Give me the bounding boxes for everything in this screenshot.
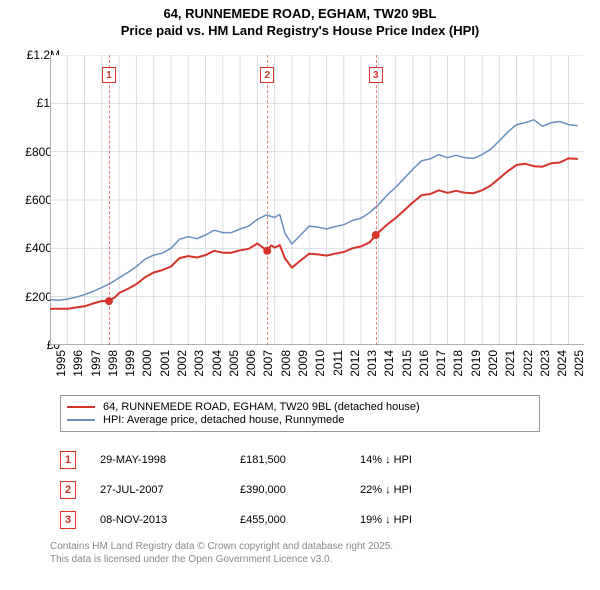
sales-row: 3 08-NOV-2013£455,00019% ↓ HPI xyxy=(60,505,550,535)
sales-row-date: 29-MAY-1998 xyxy=(100,454,240,466)
x-tick-label: 2021 xyxy=(503,350,517,377)
x-tick-label: 1997 xyxy=(89,350,103,377)
title-line-1: 64, RUNNEMEDE ROAD, EGHAM, TW20 9BL xyxy=(0,6,600,21)
legend-row: 64, RUNNEMEDE ROAD, EGHAM, TW20 9BL (det… xyxy=(67,401,533,413)
sale-marker-line xyxy=(376,55,377,345)
legend-swatch xyxy=(67,419,95,421)
footer-line-1: Contains HM Land Registry data © Crown c… xyxy=(50,540,550,553)
x-tick-label: 2001 xyxy=(158,350,172,377)
legend: 64, RUNNEMEDE ROAD, EGHAM, TW20 9BL (det… xyxy=(60,395,540,432)
sale-marker-badge: 2 xyxy=(260,67,274,83)
sales-row-delta: 14% ↓ HPI xyxy=(360,454,500,466)
sale-marker-badge: 1 xyxy=(102,67,116,83)
x-tick-label: 2002 xyxy=(175,350,189,377)
x-tick-label: 2006 xyxy=(244,350,258,377)
x-tick-label: 2016 xyxy=(417,350,431,377)
x-tick-label: 1995 xyxy=(54,350,68,377)
sale-marker-line xyxy=(109,55,110,345)
sales-row: 1 29-MAY-1998£181,50014% ↓ HPI xyxy=(60,445,550,475)
x-tick-label: 2024 xyxy=(555,350,569,377)
line-chart-svg xyxy=(50,55,584,345)
legend-label: HPI: Average price, detached house, Runn… xyxy=(103,414,344,426)
x-tick-label: 2013 xyxy=(365,350,379,377)
x-tick-label: 2012 xyxy=(348,350,362,377)
x-tick-label: 2011 xyxy=(331,350,345,376)
sales-row-delta: 22% ↓ HPI xyxy=(360,484,500,496)
x-tick-label: 2004 xyxy=(210,350,224,377)
sales-row-price: £181,500 xyxy=(240,454,360,466)
footer: Contains HM Land Registry data © Crown c… xyxy=(50,540,550,566)
legend-swatch xyxy=(67,406,95,408)
x-tick-label: 2008 xyxy=(279,350,293,377)
sale-marker-badge: 3 xyxy=(369,67,383,83)
x-tick-label: 2015 xyxy=(400,350,414,377)
x-tick-label: 2019 xyxy=(469,350,483,377)
x-tick-label: 1999 xyxy=(123,350,137,377)
sales-row-price: £390,000 xyxy=(240,484,360,496)
x-tick-label: 2010 xyxy=(313,350,327,377)
x-tick-label: 1996 xyxy=(71,350,85,377)
title-line-2: Price paid vs. HM Land Registry's House … xyxy=(0,23,600,38)
sales-row-date: 27-JUL-2007 xyxy=(100,484,240,496)
x-tick-label: 2018 xyxy=(451,350,465,377)
sales-row-delta: 19% ↓ HPI xyxy=(360,514,500,526)
sales-row-badge: 1 xyxy=(60,451,76,469)
x-tick-label: 2014 xyxy=(382,350,396,377)
sales-row-date: 08-NOV-2013 xyxy=(100,514,240,526)
chart-area: 1 2 3 xyxy=(50,55,584,345)
legend-row: HPI: Average price, detached house, Runn… xyxy=(67,414,533,426)
x-tick-label: 2005 xyxy=(227,350,241,377)
sales-row-badge: 3 xyxy=(60,511,76,529)
sales-row-badge: 2 xyxy=(60,481,76,499)
footer-line-2: This data is licensed under the Open Gov… xyxy=(50,553,550,566)
title-block: 64, RUNNEMEDE ROAD, EGHAM, TW20 9BL Pric… xyxy=(0,0,600,38)
x-tick-label: 2009 xyxy=(296,350,310,377)
x-tick-label: 2020 xyxy=(486,350,500,377)
sale-marker-line xyxy=(267,55,268,345)
x-tick-label: 2003 xyxy=(192,350,206,377)
x-tick-label: 2025 xyxy=(572,350,586,377)
x-tick-label: 2007 xyxy=(261,350,275,377)
sales-row-price: £455,000 xyxy=(240,514,360,526)
x-tick-label: 2022 xyxy=(521,350,535,377)
x-tick-label: 2023 xyxy=(538,350,552,377)
x-tick-label: 1998 xyxy=(106,350,120,377)
sales-row: 2 27-JUL-2007£390,00022% ↓ HPI xyxy=(60,475,550,505)
x-tick-label: 2017 xyxy=(434,350,448,377)
sales-table: 1 29-MAY-1998£181,50014% ↓ HPI 2 27-JUL-200… xyxy=(60,445,550,535)
x-tick-label: 2000 xyxy=(140,350,154,377)
legend-label: 64, RUNNEMEDE ROAD, EGHAM, TW20 9BL (det… xyxy=(103,401,420,413)
